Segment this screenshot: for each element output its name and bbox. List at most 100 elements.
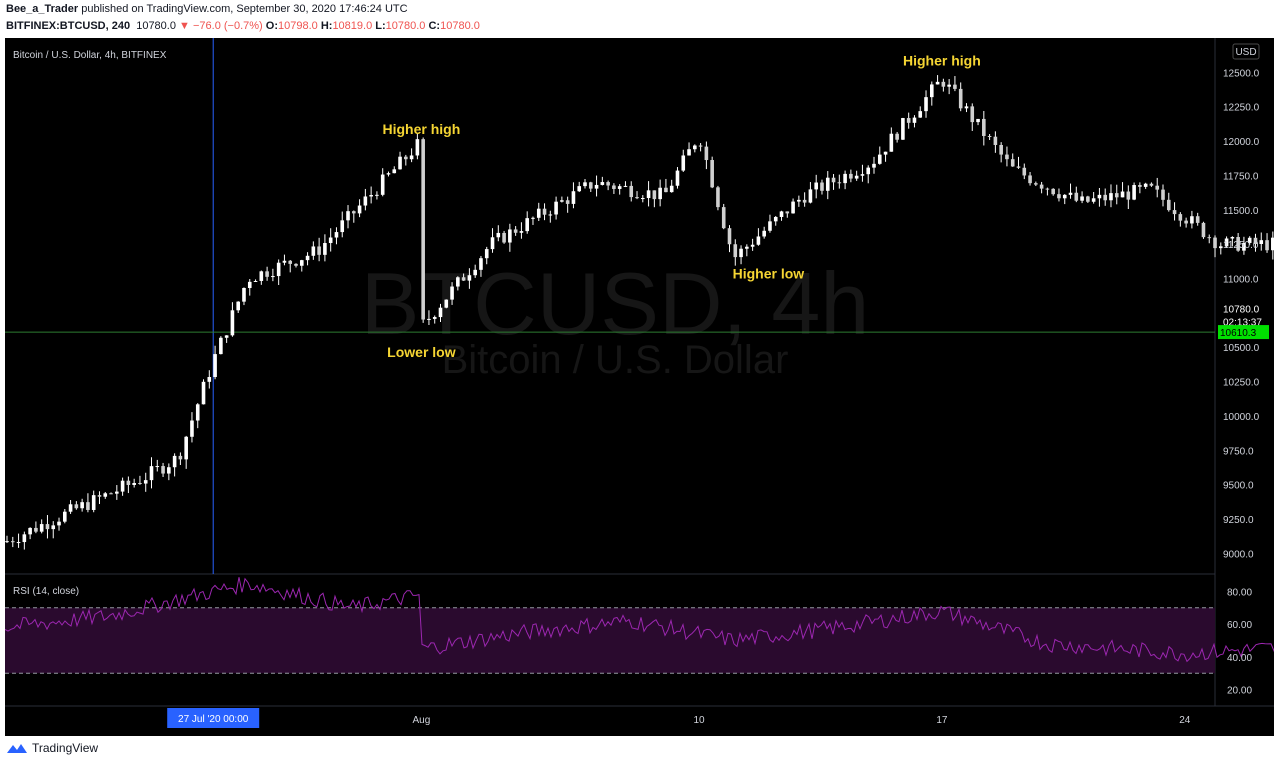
candle-body — [1126, 191, 1131, 200]
candle-body — [45, 524, 50, 530]
candle-body — [1132, 185, 1136, 200]
candle-body — [739, 248, 743, 258]
candle-body — [276, 262, 281, 277]
candle-body — [404, 156, 408, 160]
price-tick-label: 12500.0 — [1223, 68, 1260, 79]
candle-body — [39, 524, 44, 532]
candle-body — [1028, 175, 1032, 184]
candle-body — [935, 81, 940, 85]
candle-body — [565, 200, 570, 204]
candle-body — [635, 197, 639, 199]
candle-body — [392, 169, 397, 174]
candle-body — [814, 182, 818, 190]
countdown-label: 02:13:37 — [1223, 318, 1262, 329]
open-label: O: — [265, 20, 278, 32]
watermark-description: Bitcoin / U.S. Dollar — [442, 338, 789, 382]
candle-body — [872, 163, 876, 168]
time-marker-label: 27 Jul '20 00:00 — [178, 714, 249, 725]
candle-body — [976, 118, 980, 123]
candle-body — [68, 504, 73, 512]
candle-body — [57, 521, 61, 526]
time-tick-label: Aug — [413, 715, 431, 726]
price-tick-label: 11250.0 — [1223, 240, 1259, 251]
price-tick-label: 9250.0 — [1223, 515, 1254, 526]
time-tick-label: 17 — [936, 715, 948, 726]
candle-body — [432, 317, 437, 319]
candle-body — [877, 154, 882, 164]
candle-body — [1253, 237, 1258, 245]
candle-body — [479, 258, 483, 270]
candle-body — [721, 207, 726, 229]
time-tick-label: 24 — [1179, 715, 1191, 726]
candle-body — [473, 269, 477, 276]
candle-body — [1190, 216, 1194, 224]
candle-body — [1005, 154, 1009, 160]
currency-button[interactable]: USD — [1232, 43, 1260, 60]
rsi-layer — [5, 577, 1274, 674]
candle-body — [577, 186, 582, 192]
candle-body — [224, 335, 229, 338]
candle-body — [1184, 220, 1188, 224]
candle-body — [328, 237, 333, 244]
candle-body — [745, 246, 749, 249]
annotation-label: Higher low — [733, 266, 805, 282]
candle-body — [612, 185, 616, 189]
candle-body — [901, 118, 905, 140]
candle-body — [768, 221, 772, 231]
price-tick-label: 11500.0 — [1223, 206, 1259, 217]
candle-body — [536, 208, 541, 218]
time-marker-label-bg — [167, 708, 260, 728]
ohlc-legend: BITFINEX:BTCUSD, 240 10780.0 ▼ −76.0 (−0… — [6, 20, 480, 32]
candle-body — [756, 236, 761, 245]
candle-body — [1172, 210, 1177, 215]
candle-body — [831, 177, 836, 183]
candle-body — [1178, 214, 1183, 221]
candle-body — [693, 145, 697, 150]
candle-body — [785, 211, 790, 214]
candle-body — [444, 299, 449, 308]
last-price-label-bg — [1216, 300, 1274, 329]
candle-body — [918, 111, 923, 118]
candle-body — [1120, 191, 1125, 198]
candle-body — [1213, 237, 1217, 249]
candle-body — [1068, 192, 1073, 195]
candle-body — [305, 255, 310, 261]
candle-body — [247, 281, 252, 289]
price-tick-label: 12000.0 — [1223, 137, 1260, 148]
author-name[interactable]: Bee_a_Trader — [6, 3, 79, 15]
candle-body — [386, 173, 391, 175]
candle-body — [1062, 194, 1067, 199]
axis-layer: 9000.0 9250.0 9500.0 9750.0 10000.0 10250.0 10… — [167, 68, 1274, 728]
candle-body — [282, 260, 287, 263]
candle-body — [427, 318, 431, 320]
candle-body — [797, 199, 801, 202]
candle-body — [172, 455, 177, 468]
candle-body — [51, 525, 56, 530]
candle-body — [1138, 185, 1142, 187]
candle-body — [646, 190, 651, 199]
candle-body — [1155, 185, 1160, 190]
annotations-layer: Higher high Lower low Higher high Higher lo… — [383, 52, 981, 359]
candle-body — [363, 196, 368, 206]
chart-frame[interactable]: BTCUSD, 4h Bitcoin / U.S. Dollar Higher … — [5, 38, 1274, 736]
annotation-label: Higher high — [383, 121, 461, 137]
candle-body — [1161, 189, 1165, 200]
candle-body — [710, 160, 714, 188]
candle-body — [606, 182, 610, 186]
candle-body — [288, 260, 293, 264]
candle-body — [490, 237, 495, 250]
footer-brand[interactable]: TradingView — [32, 741, 99, 755]
candle-body — [993, 136, 998, 145]
hline-price-label: 10610.3 — [1220, 328, 1257, 339]
chart-canvas[interactable]: BTCUSD, 4h Bitcoin / U.S. Dollar Higher … — [5, 38, 1274, 736]
candle-body — [340, 220, 345, 233]
rsi-tick-label: 20.00 — [1227, 686, 1252, 697]
tradingview-logo-icon — [7, 744, 27, 753]
candle-body — [1207, 237, 1212, 239]
candle-body — [525, 218, 529, 232]
candle-body — [554, 201, 558, 215]
candle-body — [484, 249, 489, 259]
candle-body — [1265, 240, 1269, 251]
candle-body — [860, 174, 865, 176]
candle-body — [86, 502, 90, 510]
